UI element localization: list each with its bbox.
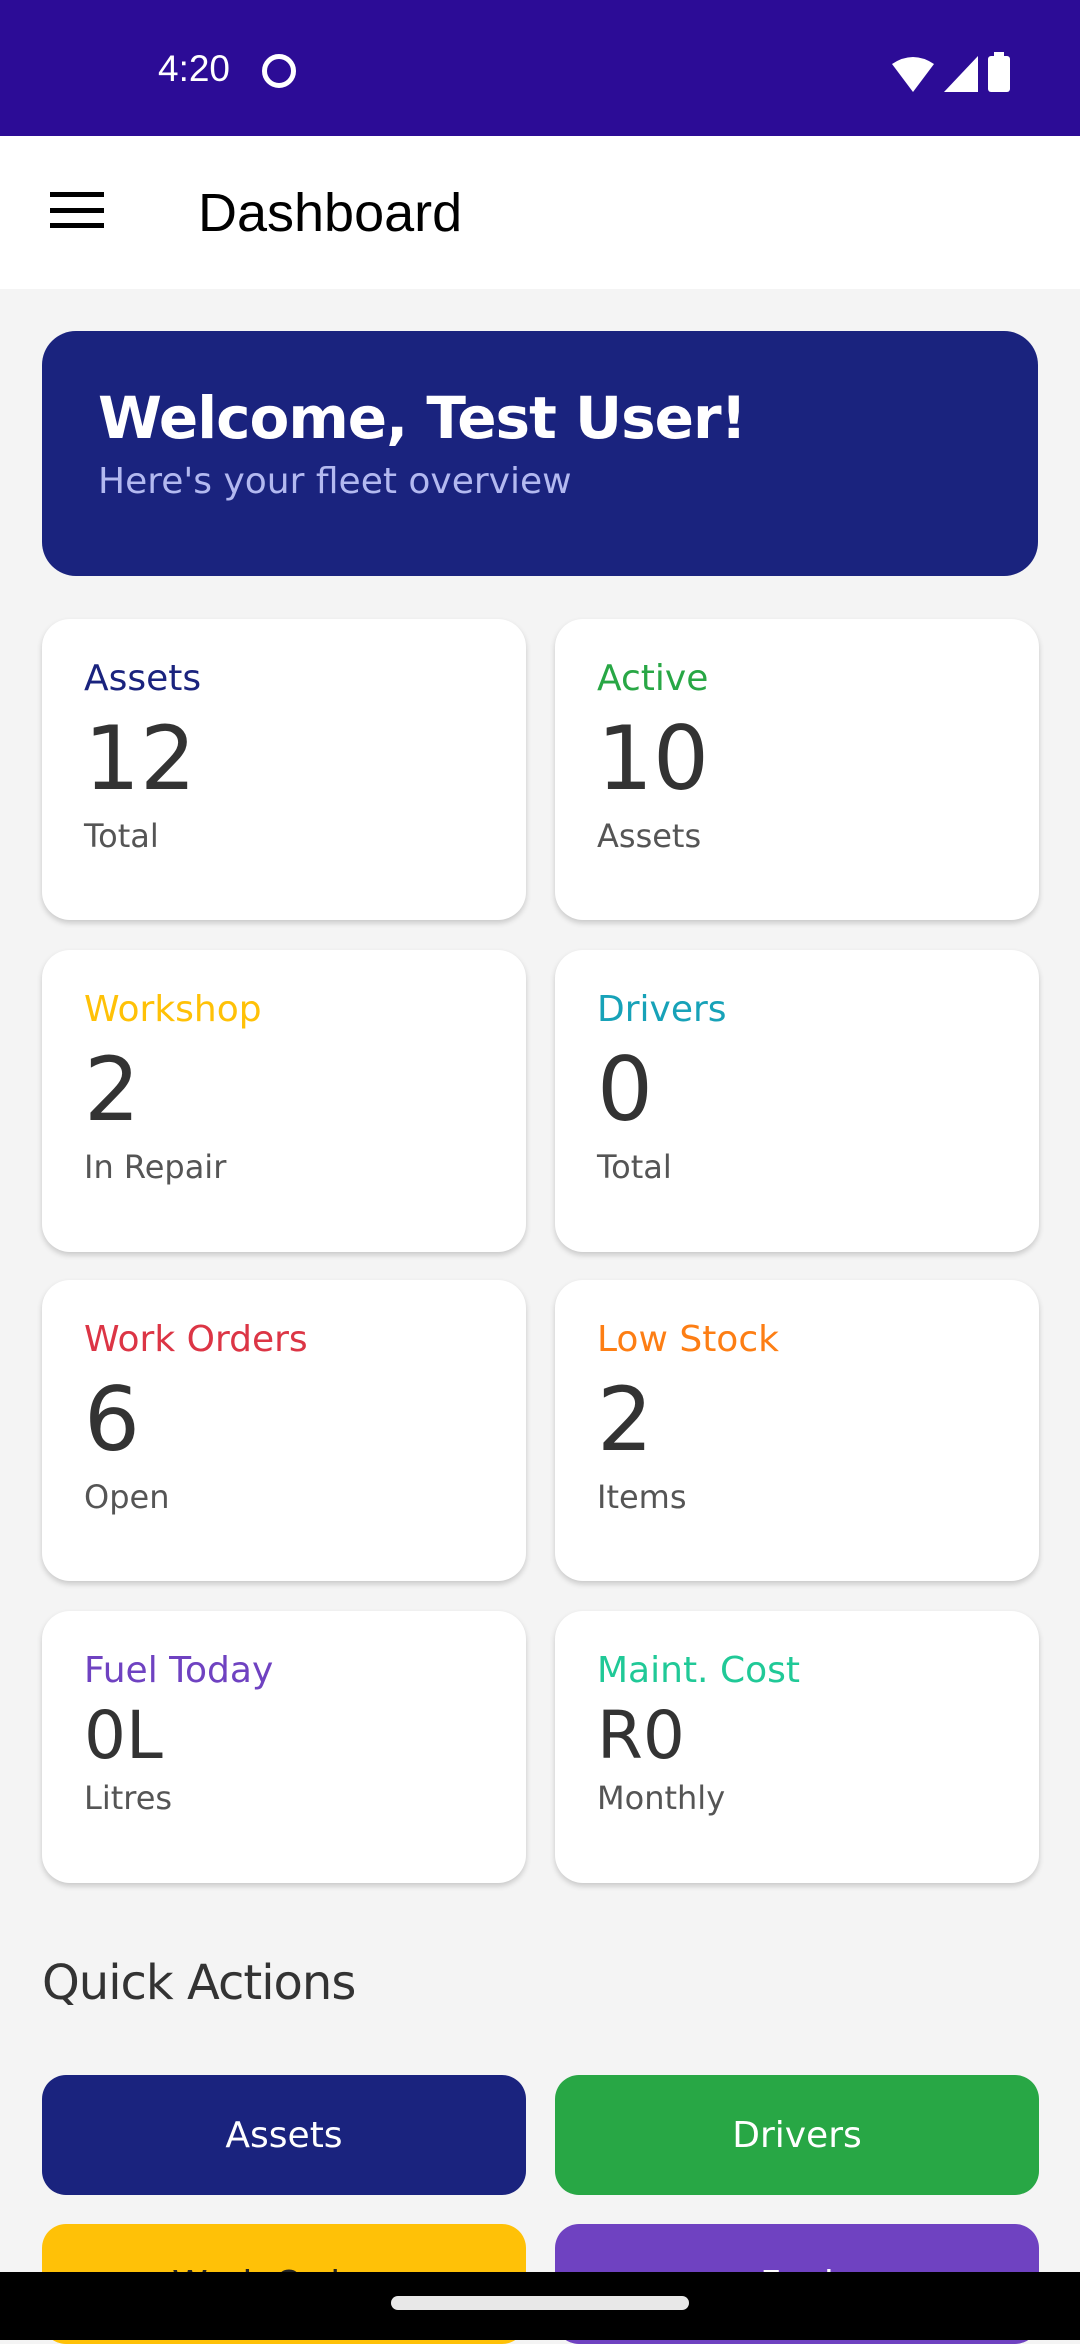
stat-value: 0 (597, 1038, 653, 1141)
stat-value: R0 (597, 1697, 685, 1774)
stat-card-work-orders[interactable]: Work Orders 6 Open (42, 1280, 526, 1581)
debug-icon (262, 54, 296, 88)
stat-sub: Assets (597, 817, 702, 855)
stat-label: Low Stock (597, 1319, 779, 1360)
stat-card-maint-cost[interactable]: Maint. Cost R0 Monthly (555, 1611, 1039, 1883)
stat-label: Workshop (84, 989, 262, 1030)
stat-label: Work Orders (84, 1319, 308, 1360)
stat-card-low-stock[interactable]: Low Stock 2 Items (555, 1280, 1039, 1581)
stat-value: 2 (84, 1038, 140, 1141)
stat-label: Assets (84, 658, 202, 699)
stat-card-fuel-today[interactable]: Fuel Today 0L Litres (42, 1611, 526, 1883)
stat-label: Fuel Today (84, 1650, 274, 1691)
stat-value: 2 (597, 1368, 653, 1471)
stat-card-active[interactable]: Active 10 Assets (555, 619, 1039, 920)
stat-sub: Total (84, 817, 159, 855)
stat-sub: Items (597, 1478, 687, 1516)
stat-value: 10 (597, 707, 709, 810)
quick-action-drivers-button[interactable]: Drivers (555, 2075, 1039, 2195)
battery-icon (988, 52, 1010, 92)
app-bar: Dashboard (0, 136, 1080, 289)
home-gesture-handle[interactable] (391, 2296, 689, 2310)
stat-value: 12 (84, 707, 196, 810)
stat-card-workshop[interactable]: Workshop 2 In Repair (42, 950, 526, 1252)
stat-sub: Total (597, 1148, 672, 1186)
stat-sub: In Repair (84, 1148, 227, 1186)
quick-action-assets-button[interactable]: Assets (42, 2075, 526, 2195)
stat-card-drivers[interactable]: Drivers 0 Total (555, 950, 1039, 1252)
stat-label: Drivers (597, 989, 727, 1030)
stat-card-assets[interactable]: Assets 12 Total (42, 619, 526, 920)
welcome-subtitle: Here's your fleet overview (98, 461, 572, 502)
hamburger-icon[interactable] (50, 192, 104, 228)
welcome-title: Welcome, Test User! (98, 384, 747, 452)
stat-value: 0L (84, 1697, 163, 1774)
quick-actions-title: Quick Actions (42, 1955, 356, 2011)
wifi-icon (892, 57, 934, 92)
welcome-banner: Welcome, Test User! Here's your fleet ov… (42, 331, 1038, 576)
stat-value: 6 (84, 1368, 140, 1471)
signal-icon (944, 56, 978, 92)
stat-sub: Monthly (597, 1779, 726, 1817)
stat-sub: Open (84, 1478, 170, 1516)
navigation-bar (0, 2272, 1080, 2340)
page-title: Dashboard (198, 183, 463, 243)
stat-label: Active (597, 658, 709, 699)
status-time: 4:20 (158, 48, 231, 89)
stat-sub: Litres (84, 1779, 173, 1817)
stat-label: Maint. Cost (597, 1650, 800, 1691)
status-bar: 4:20 (0, 0, 1080, 136)
